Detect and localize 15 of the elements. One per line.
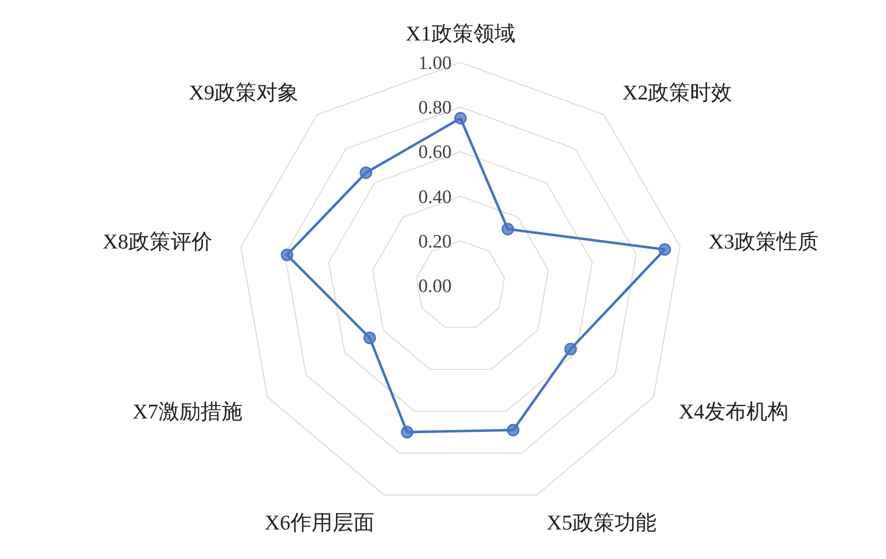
y-tick-label: 0.80 — [418, 98, 452, 119]
y-tick-label: 0.00 — [418, 276, 452, 297]
y-tick-label: 0.40 — [418, 186, 452, 208]
y-tick-label: 0.20 — [418, 231, 452, 252]
spoke-label: X1政策领域 — [406, 22, 516, 46]
spoke-label: X7激励措施 — [132, 399, 242, 424]
y-tick-label: 1.00 — [418, 53, 452, 74]
spoke-label: X8政策评价 — [102, 230, 212, 254]
spoke-label: X5政策功能 — [546, 510, 656, 534]
spoke-label: X3政策性质 — [708, 230, 818, 254]
spoke-label: X9政策对象 — [188, 80, 299, 104]
spoke-label: X6作用层面 — [264, 510, 374, 534]
y-tick-label: 0.60 — [418, 142, 452, 164]
spoke-label: X4发布机构 — [678, 399, 788, 424]
spoke-label: X2政策时效 — [622, 80, 732, 104]
